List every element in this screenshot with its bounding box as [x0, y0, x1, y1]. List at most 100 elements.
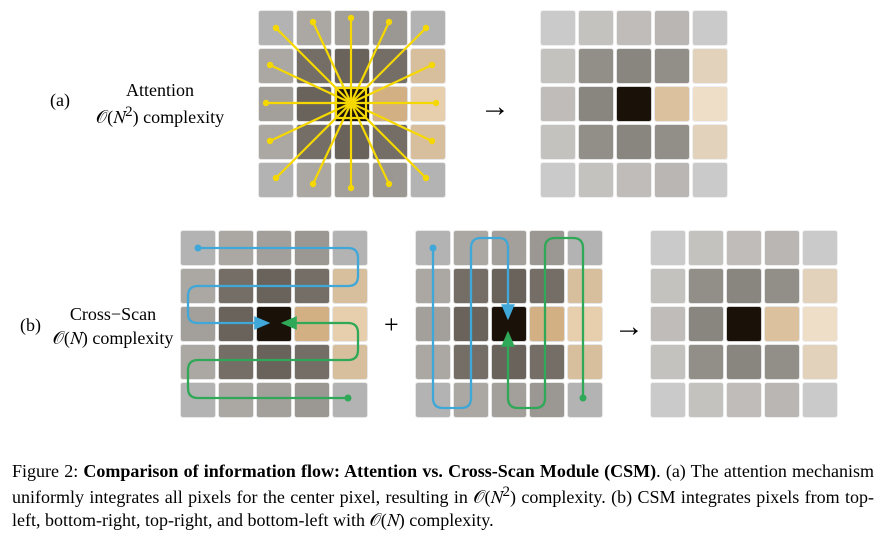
caption-fig-label: Figure 2: — [12, 461, 78, 481]
grid-b-2 — [415, 230, 603, 418]
grid-cell — [650, 306, 686, 342]
grid-cell — [616, 162, 652, 198]
grid-cell — [180, 230, 216, 266]
grid-cell — [802, 230, 838, 266]
grid-cell — [453, 344, 489, 380]
grid-cell — [491, 306, 527, 342]
grid-cell — [578, 124, 614, 160]
figure-caption: Figure 2: Comparison of information flow… — [12, 460, 874, 532]
grid-cell — [726, 268, 762, 304]
grid-b-1 — [180, 230, 368, 418]
grid-cell — [180, 344, 216, 380]
grid-cell — [256, 344, 292, 380]
grid-cell — [218, 382, 254, 418]
grid-cell — [616, 86, 652, 122]
grid-cell — [654, 48, 690, 84]
grid-cell — [372, 124, 408, 160]
grid-cell — [334, 162, 370, 198]
grid-cell — [218, 344, 254, 380]
grid-cell — [294, 268, 330, 304]
grid-cell — [726, 344, 762, 380]
grid-cell — [764, 230, 800, 266]
grid-cell — [296, 48, 332, 84]
grid-cell — [218, 306, 254, 342]
grid-cell — [692, 86, 728, 122]
grid-cell — [332, 268, 368, 304]
row-b-label-line1: Cross−Scan — [48, 302, 178, 326]
grid-cell — [567, 382, 603, 418]
grid-cell — [296, 86, 332, 122]
grid-cell — [802, 344, 838, 380]
grid-b-3 — [650, 230, 838, 418]
grid-cell — [296, 124, 332, 160]
grid-cell — [567, 268, 603, 304]
grid-cell — [372, 48, 408, 84]
grid-cell — [491, 382, 527, 418]
grid-cell — [529, 344, 565, 380]
grid-cell — [334, 86, 370, 122]
grid-cell — [688, 344, 724, 380]
grid-cell — [540, 124, 576, 160]
grid-cell — [491, 230, 527, 266]
grid-cell — [654, 124, 690, 160]
grid-cell — [453, 306, 489, 342]
grid-cell — [296, 10, 332, 46]
grid-cell — [540, 162, 576, 198]
grid-cell — [529, 306, 565, 342]
grid-cell — [692, 10, 728, 46]
grid-cell — [415, 344, 451, 380]
figure-area: (a) Attention 𝒪(𝑁2) complexity → (b) Cro… — [0, 0, 886, 450]
grid-cell — [410, 162, 446, 198]
grid-a-right — [540, 10, 728, 198]
grid-cell — [540, 48, 576, 84]
grid-cell — [688, 268, 724, 304]
grid-cell — [453, 382, 489, 418]
grid-cell — [415, 382, 451, 418]
row-a-exp: 2 — [125, 104, 133, 120]
grid-cell — [258, 86, 294, 122]
grid-cell — [692, 124, 728, 160]
row-a-label: Attention 𝒪(𝑁2) complexity — [85, 78, 235, 130]
grid-cell — [332, 344, 368, 380]
grid-cell — [372, 10, 408, 46]
grid-cell — [256, 268, 292, 304]
grid-cell — [410, 124, 446, 160]
grid-cell — [218, 268, 254, 304]
grid-cell — [258, 10, 294, 46]
grid-cell — [578, 86, 614, 122]
grid-cell — [258, 124, 294, 160]
grid-cell — [688, 382, 724, 418]
row-b: (b) Cross−Scan 𝒪(𝑁) complexity + → — [0, 230, 886, 430]
grid-cell — [334, 10, 370, 46]
grid-cell — [578, 48, 614, 84]
row-a-complexity-suffix: ) complexity — [133, 107, 224, 127]
grid-cell — [334, 124, 370, 160]
grid-cell — [726, 382, 762, 418]
grid-cell — [567, 306, 603, 342]
arrow-right-icon: → — [614, 310, 644, 344]
grid-cell — [180, 268, 216, 304]
grid-cell — [650, 382, 686, 418]
row-a-complexity-prefix: 𝒪(𝑁 — [96, 107, 125, 127]
grid-cell — [616, 10, 652, 46]
grid-cell — [410, 10, 446, 46]
grid-cell — [567, 230, 603, 266]
grid-cell — [726, 230, 762, 266]
grid-cell — [256, 230, 292, 266]
grid-cell — [491, 344, 527, 380]
grid-cell — [726, 306, 762, 342]
grid-cell — [529, 268, 565, 304]
grid-cell — [332, 306, 368, 342]
row-b-complexity-suffix: ) complexity — [82, 328, 173, 348]
grid-cell — [692, 48, 728, 84]
grid-cell — [218, 230, 254, 266]
grid-cell — [692, 162, 728, 198]
grid-cell — [616, 48, 652, 84]
grid-cell — [529, 382, 565, 418]
grid-cell — [332, 230, 368, 266]
grid-cell — [372, 162, 408, 198]
grid-cell — [540, 10, 576, 46]
grid-cell — [654, 162, 690, 198]
grid-cell — [415, 268, 451, 304]
grid-cell — [764, 382, 800, 418]
